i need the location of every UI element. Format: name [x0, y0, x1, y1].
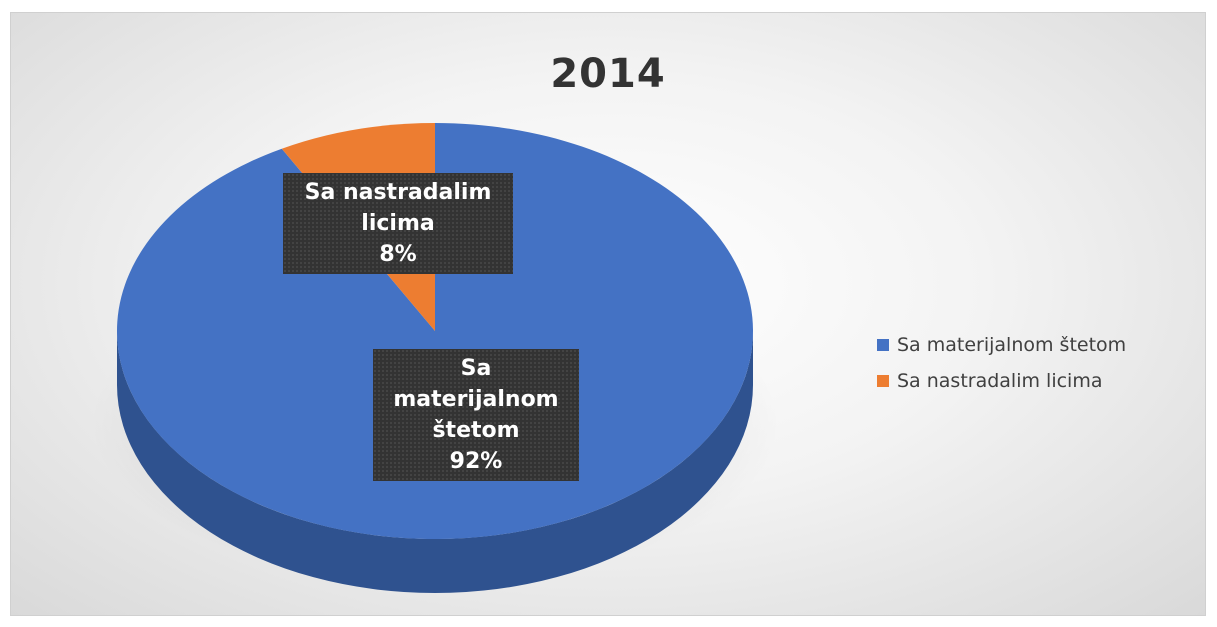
legend-swatch-icon — [877, 375, 889, 387]
data-label-percent: 92% — [449, 449, 503, 474]
data-label-major-slice: Sa materijalnom štetom 92% — [373, 349, 579, 481]
legend-label: Sa materijalnom štetom — [897, 334, 1127, 356]
data-label-minor-slice: Sa nastradalim licima 8% — [283, 173, 513, 274]
chart-area: 2014 Sa nastradalim licima 8% Sa materij… — [10, 12, 1206, 616]
pie-sides — [117, 331, 753, 593]
data-label-line: Sa nastradalim — [304, 180, 492, 205]
legend-item[interactable]: Sa materijalnom štetom — [877, 331, 1126, 359]
data-label-line: licima — [361, 211, 435, 236]
legend-swatch-icon — [877, 339, 889, 351]
legend-label: Sa nastradalim licima — [897, 370, 1103, 392]
data-label-line: materijalnom — [393, 387, 559, 412]
pie-chart — [90, 123, 780, 593]
legend-item[interactable]: Sa nastradalim licima — [877, 367, 1126, 395]
data-label-line: Sa — [460, 356, 492, 381]
pie-slice-side — [117, 331, 753, 593]
data-label-percent: 8% — [379, 242, 417, 267]
legend: Sa materijalnom štetom Sa nastradalim li… — [877, 331, 1126, 403]
data-label-line: štetom — [432, 418, 520, 443]
chart-title: 2014 — [550, 51, 666, 97]
